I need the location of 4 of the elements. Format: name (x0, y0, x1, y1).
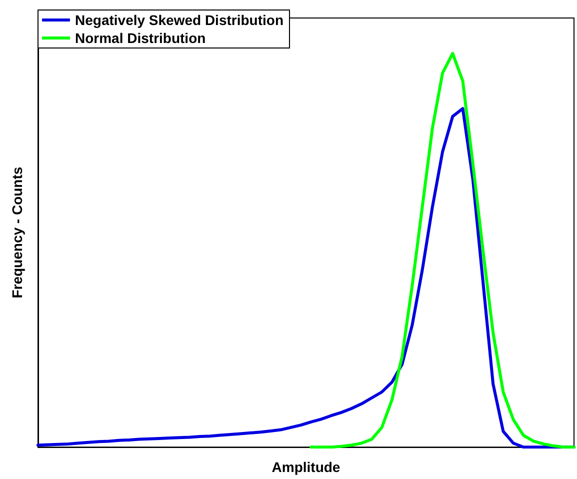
x-axis-title: Amplitude (272, 459, 340, 475)
legend-label: Negatively Skewed Distribution (75, 12, 284, 28)
legend-label: Normal Distribution (75, 30, 206, 46)
y-axis-title: Frequency - Counts (9, 166, 25, 298)
